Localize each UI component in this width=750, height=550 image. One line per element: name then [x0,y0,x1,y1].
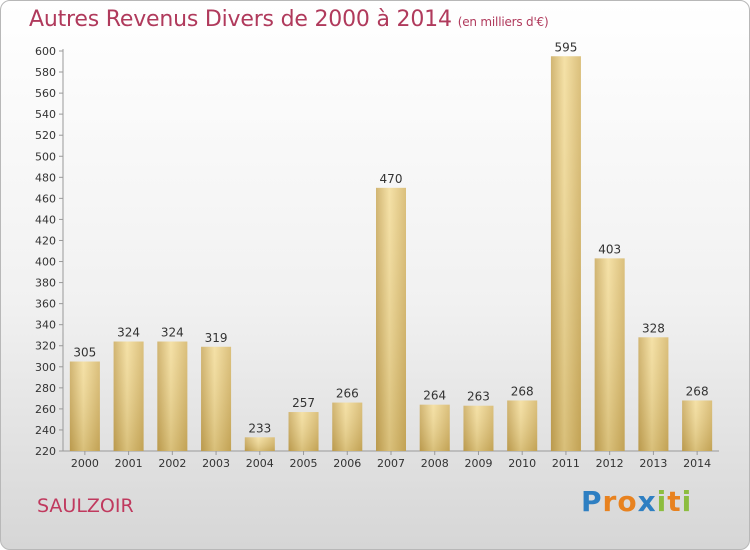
logo-letter: i [681,485,693,518]
logo-letter: o [617,485,638,518]
x-tick-label: 2013 [639,457,667,470]
y-tick-label: 560 [35,87,56,100]
bar-shade [376,187,406,451]
y-tick-label: 240 [35,424,56,437]
logo-letter: r [602,485,618,518]
x-tick-label: 2009 [464,457,492,470]
data-label: 319 [205,331,228,345]
x-tick-label: 2010 [508,457,536,470]
y-tick-label: 540 [35,108,56,121]
data-label: 257 [292,396,315,410]
data-labels: 305 324 324 319 233 257 266 470 264 263 268 595 403 3… [73,40,708,435]
bar-shade [463,405,494,451]
y-tick-label: 520 [35,129,56,142]
data-label: 263 [467,390,490,404]
bar-shade [244,437,275,451]
bar-shade [682,400,713,451]
bar-shade [419,404,450,451]
y-tick-label: 440 [35,213,56,226]
data-label: 328 [642,321,665,335]
data-label: 268 [686,384,709,398]
y-tick-label: 300 [35,361,56,374]
logo-letter: t [667,485,682,518]
logo-letter: P [581,485,603,518]
x-tick-label: 2001 [115,457,143,470]
data-label: 324 [117,326,140,340]
bar-shade [157,341,188,451]
bar-shade [594,258,625,451]
bar-shade [550,56,581,452]
data-label: 233 [248,421,271,435]
y-tick-label: 420 [35,234,56,247]
bar-shade [113,341,144,451]
y-tick-label: 600 [35,45,56,58]
x-tick-label: 2003 [202,457,230,470]
y-tick-label: 380 [35,277,56,290]
y-tick-label: 480 [35,171,56,184]
data-label: 305 [73,346,96,360]
bar-shade [201,346,232,451]
y-tick-label: 220 [35,445,56,458]
proxiti-logo: Proxiti [581,485,692,518]
data-label: 403 [598,242,621,256]
bar-shade [69,361,100,451]
y-tick-label: 400 [35,256,56,269]
x-tick-label: 2007 [377,457,405,470]
data-label: 266 [336,387,359,401]
y-tick-label: 320 [35,340,56,353]
data-label: 264 [423,389,446,403]
y-tick-label: 280 [35,382,56,395]
axes: 220 240 260 280 300 320 340 360 380 400 420 440 460 4… [35,45,719,470]
x-tick-label: 2014 [683,457,711,470]
x-tick-label: 2002 [158,457,186,470]
x-tick-label: 2008 [421,457,449,470]
x-tick-label: 2004 [246,457,274,470]
chart-unit: (en milliers d'€) [457,15,549,29]
bars [69,56,713,452]
y-tick-label: 460 [35,192,56,205]
logo-letter: x [637,485,657,518]
bar-shade [332,402,363,451]
x-tick-label: 2000 [71,457,99,470]
x-tick-label: 2006 [333,457,361,470]
data-label: 268 [511,384,534,398]
x-tick-label: 2012 [596,457,624,470]
x-tick-label: 2005 [290,457,318,470]
y-tick-label: 580 [35,66,56,79]
bar-shade [638,337,669,451]
bar-shade [507,400,538,451]
y-tick-label: 260 [35,403,56,416]
data-label: 470 [380,172,403,186]
x-tick-label: 2011 [552,457,580,470]
logo-letter: i [656,485,668,518]
chart-title-text: Autres Revenus Divers de 2000 à 2014 [29,7,452,32]
commune-name: SAULZOIR [37,495,134,517]
y-tick-label: 360 [35,298,56,311]
data-label: 324 [161,326,184,340]
y-tick-label: 340 [35,319,56,332]
chart-title: Autres Revenus Divers de 2000 à 2014 (en … [29,7,549,32]
data-label: 595 [554,40,577,54]
y-tick-label: 500 [35,150,56,163]
bar-shade [288,412,319,451]
